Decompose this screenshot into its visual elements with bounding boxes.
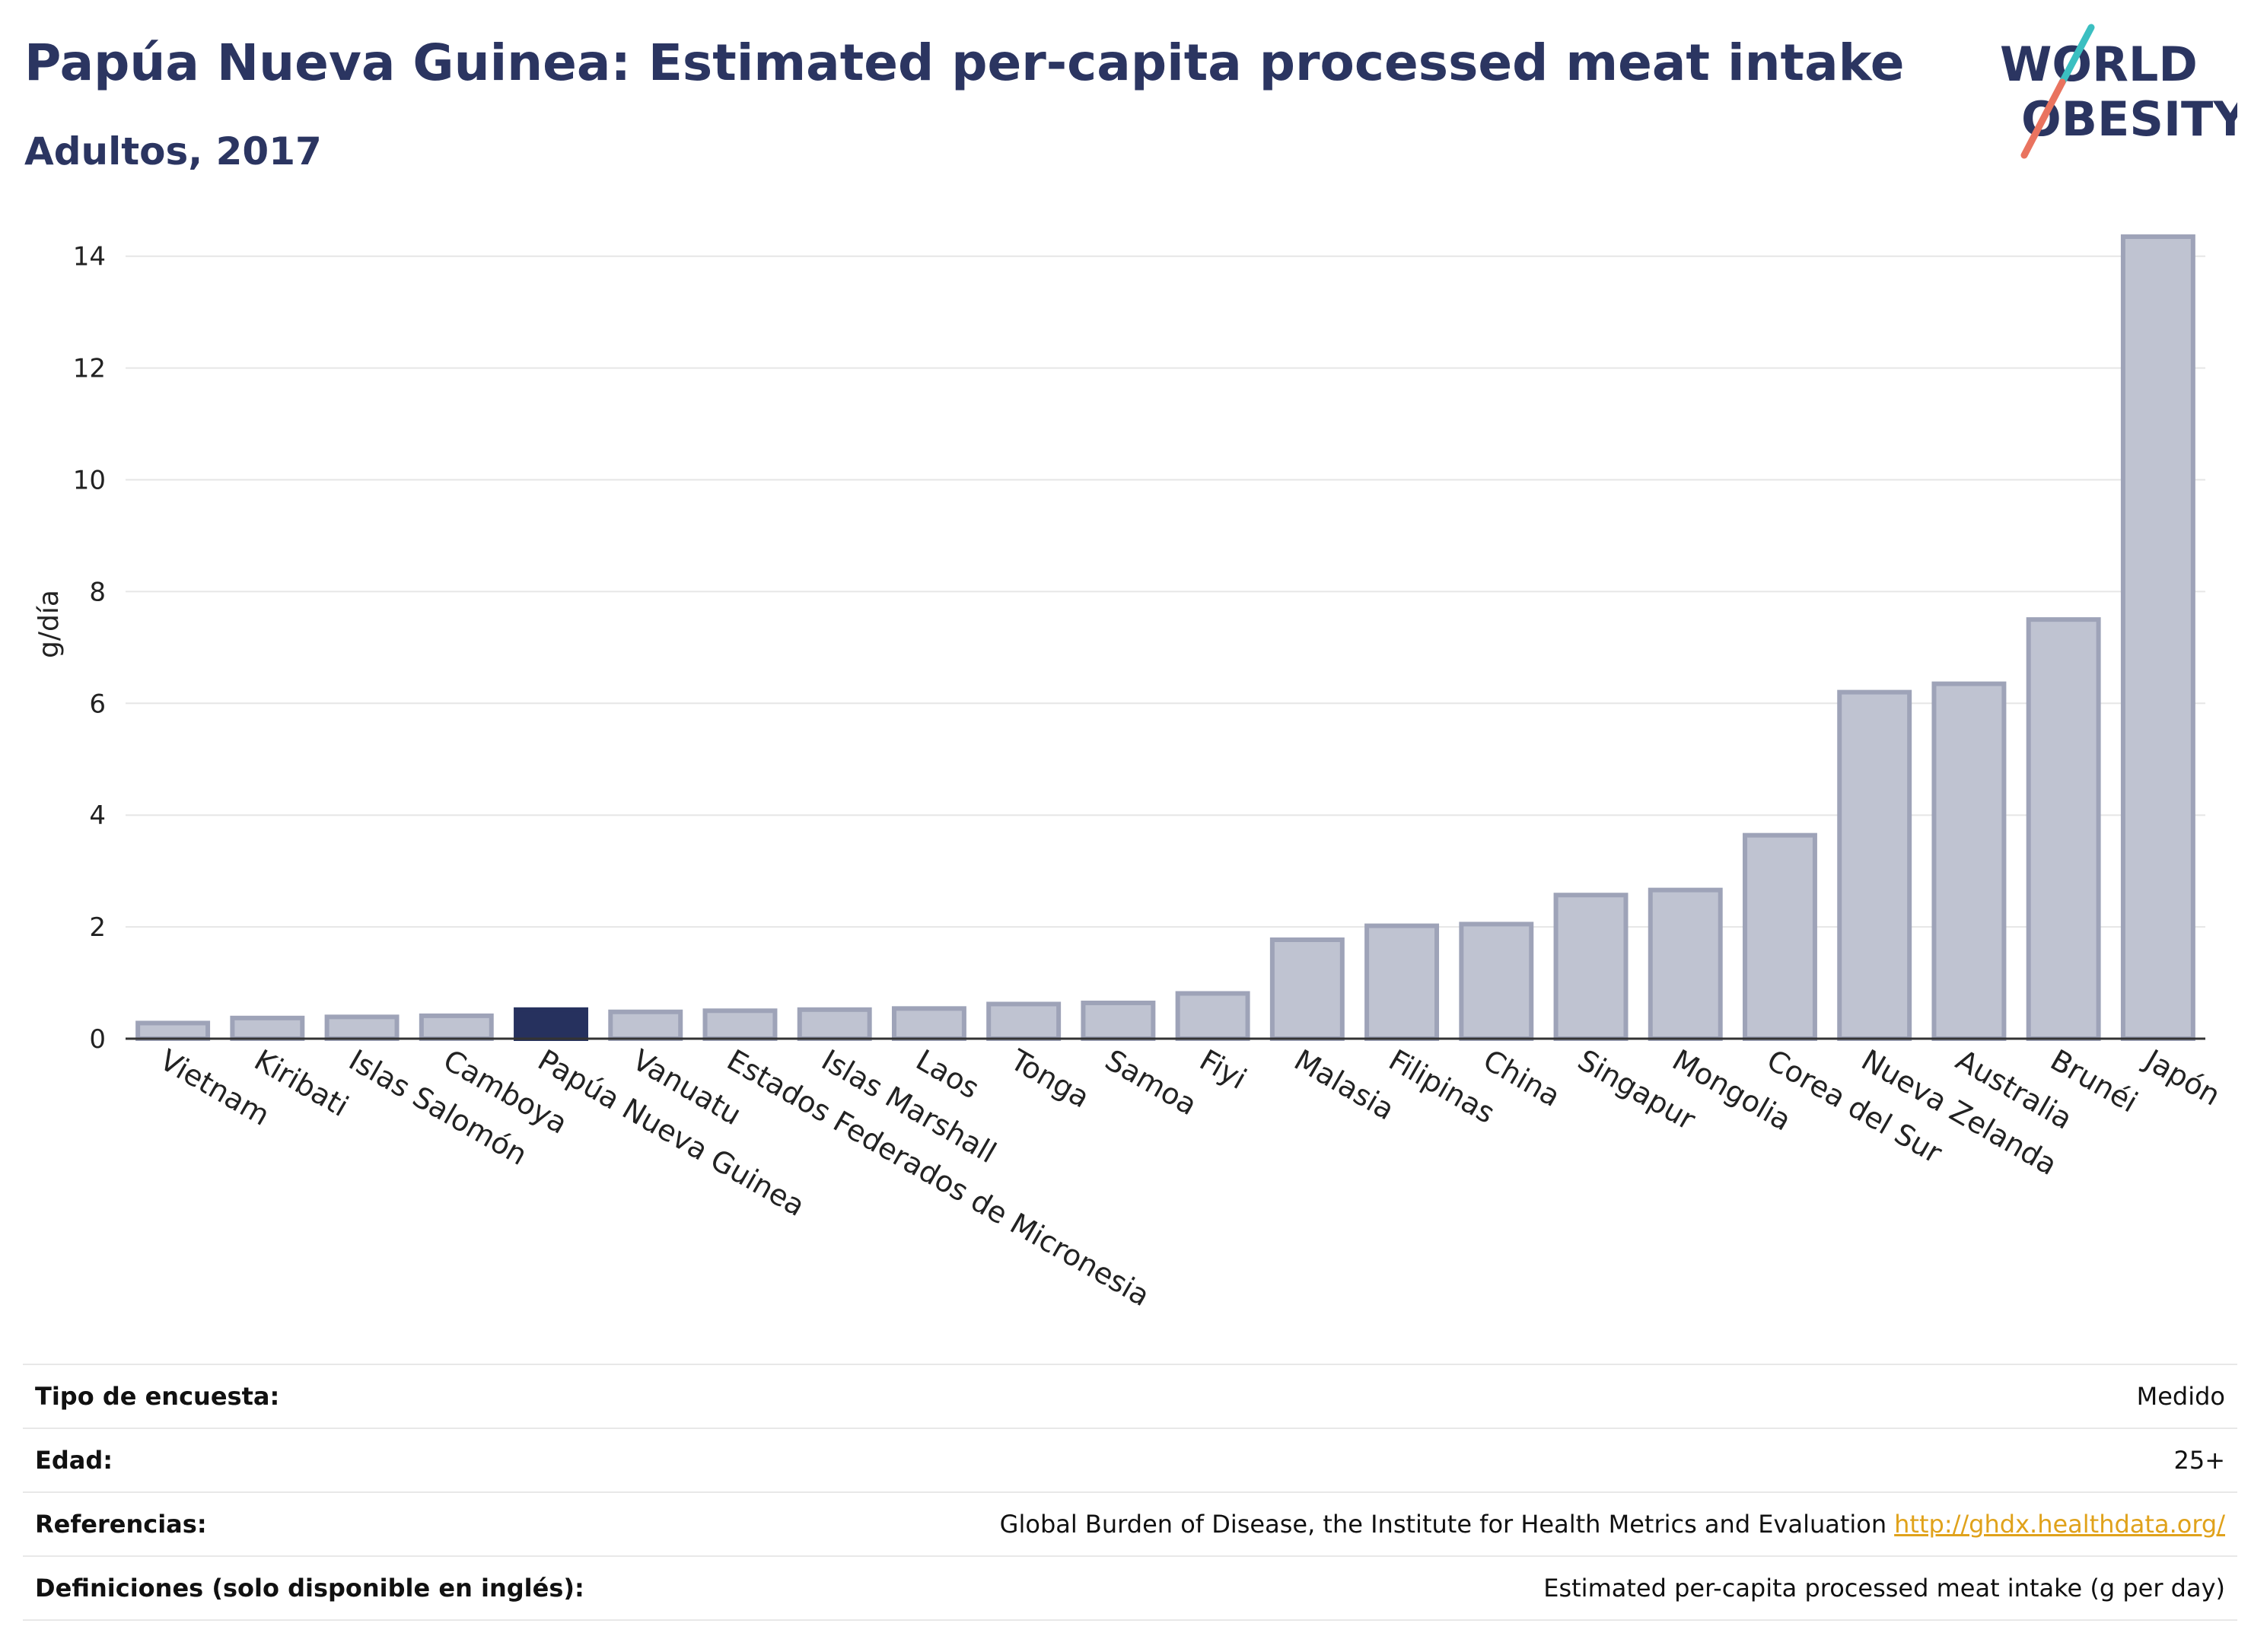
x-tick-label: Samoa	[1100, 1043, 1202, 1122]
logo-line2: OBESITY	[2021, 91, 2237, 147]
info-value: Global Burden of Disease, the Institute …	[1000, 1510, 2225, 1539]
logo-line1: WORLD	[2000, 37, 2198, 92]
bar-tonga[interactable]	[986, 1001, 1062, 1041]
bars	[135, 234, 2195, 1042]
info-table: Tipo de encuesta: Medido Edad: 25+ Refer…	[23, 1364, 2237, 1621]
bar-malasia[interactable]	[1269, 937, 1345, 1042]
info-key: Referencias:	[35, 1510, 207, 1539]
bar-mongolia[interactable]	[1648, 887, 1723, 1041]
bar-estados-federados-de-micronesia[interactable]	[702, 1008, 778, 1042]
reference-link[interactable]: http://ghdx.healthdata.org/	[1894, 1510, 2225, 1539]
logo-slash-teal	[2058, 24, 2095, 86]
bar-singapur[interactable]	[1553, 893, 1629, 1041]
y-tick-label: 12	[73, 354, 106, 384]
bar-corea-del-sur[interactable]	[1743, 832, 1817, 1042]
bar-islas-marshall[interactable]	[797, 1007, 872, 1041]
bar-samoa[interactable]	[1081, 1000, 1156, 1042]
bar-kiribati[interactable]	[230, 1015, 305, 1041]
chart-subtitle: Adultos, 2017	[24, 129, 322, 173]
bar-islas-salomón[interactable]	[324, 1014, 400, 1042]
bar-camboya[interactable]	[419, 1013, 494, 1042]
y-tick-label: 6	[89, 689, 106, 719]
bar-papúa-nueva-guinea[interactable]	[514, 1007, 588, 1041]
x-tick-label: Tonga	[1005, 1042, 1095, 1114]
y-tick-label: 14	[73, 242, 106, 272]
bar-vanuatu[interactable]	[608, 1009, 683, 1042]
y-axis-label: g/día	[33, 590, 65, 658]
logo-slash-coral	[2020, 78, 2066, 159]
info-key: Tipo de encuesta:	[35, 1382, 280, 1411]
bar-laos[interactable]	[891, 1006, 966, 1041]
y-tick-label: 2	[89, 912, 106, 943]
x-tick-label: Japón	[2138, 1042, 2226, 1112]
info-row-references: Referencias: Global Burden of Disease, t…	[23, 1491, 2237, 1555]
info-key: Edad:	[35, 1446, 113, 1475]
info-row-survey-type: Tipo de encuesta: Medido	[23, 1364, 2237, 1428]
info-row-age: Edad: 25+	[23, 1428, 2237, 1491]
x-tick-label: Filipinas	[1383, 1043, 1501, 1130]
bar-china[interactable]	[1459, 921, 1534, 1041]
bar-vietnam[interactable]	[135, 1020, 211, 1041]
bar-nueva-zelanda[interactable]	[1837, 689, 1912, 1041]
bar-brunéi[interactable]	[2026, 617, 2101, 1041]
bar-filipinas[interactable]	[1364, 923, 1440, 1042]
axes: 0 2 4 6 8 10 12 14	[73, 242, 2205, 1055]
x-tick-label: Malasia	[1288, 1043, 1399, 1127]
chart-title: Papúa Nueva Guinea: Estimated per-capita…	[24, 33, 1905, 92]
y-tick-label: 4	[89, 801, 106, 831]
world-obesity-logo: WORLD OBESITY	[2000, 24, 2237, 159]
reference-text: Global Burden of Disease, the Institute …	[999, 1510, 1887, 1539]
y-tick-label: 8	[89, 577, 106, 607]
bar-australia[interactable]	[1931, 681, 2007, 1041]
bar-japón[interactable]	[2120, 234, 2195, 1042]
info-row-definitions: Definiciones (solo disponible en inglés)…	[23, 1555, 2237, 1621]
x-tick-label: Fiyi	[1194, 1043, 1252, 1096]
y-tick-label: 10	[73, 466, 106, 496]
bar-fiyi[interactable]	[1175, 991, 1250, 1041]
info-key: Definiciones (solo disponible en inglés)…	[35, 1574, 584, 1603]
y-tick-label: 0	[89, 1024, 106, 1055]
info-value: Estimated per-capita processed meat inta…	[1543, 1574, 2225, 1603]
info-value: 25+	[2173, 1446, 2225, 1475]
info-value: Medido	[2136, 1382, 2225, 1411]
